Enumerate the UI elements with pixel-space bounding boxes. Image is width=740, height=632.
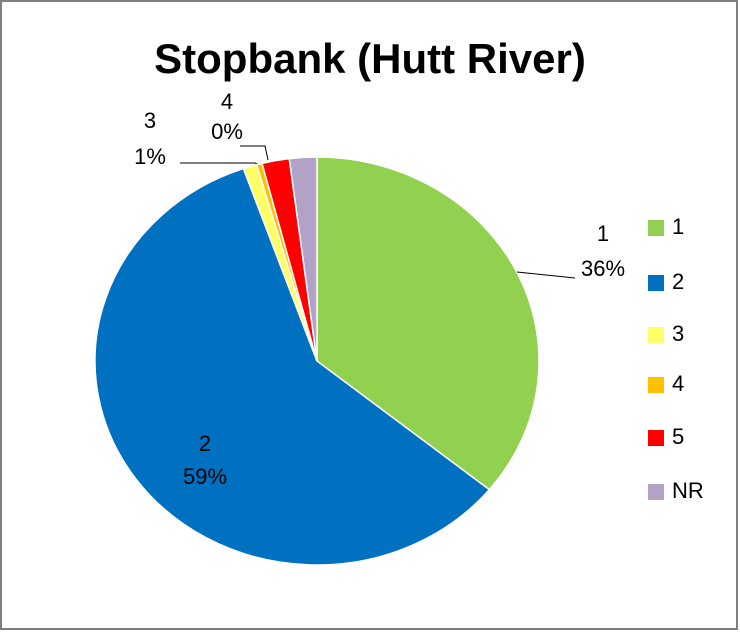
legend-label: 2 bbox=[672, 269, 684, 294]
leader-line bbox=[240, 145, 269, 161]
slice-value-label: 1% bbox=[134, 144, 166, 169]
legend-swatch bbox=[648, 377, 664, 393]
slice-value-label: 0% bbox=[211, 119, 243, 144]
legend-label: 1 bbox=[672, 214, 684, 239]
slice-category-label: 2 bbox=[199, 431, 211, 456]
legend-swatch bbox=[648, 484, 664, 500]
slice-category-label: 4 bbox=[221, 89, 233, 114]
pie-slice bbox=[316, 156, 540, 491]
legend-label: NR bbox=[672, 478, 704, 503]
legend-label: 3 bbox=[672, 321, 684, 346]
pie-slice bbox=[288, 156, 318, 362]
slice-category-label: 3 bbox=[144, 108, 156, 133]
slice-value-label: 36% bbox=[581, 256, 625, 281]
pie-slice bbox=[94, 167, 491, 566]
leader-line bbox=[516, 271, 576, 279]
slice-value-label: 59% bbox=[183, 464, 227, 489]
legend-swatch bbox=[648, 220, 664, 236]
legend-swatch bbox=[648, 327, 664, 343]
legend-label: 4 bbox=[672, 371, 684, 396]
chart-title: Stopbank (Hutt River) bbox=[154, 35, 586, 82]
legend-swatch bbox=[648, 430, 664, 446]
legend-swatch bbox=[648, 275, 664, 291]
legend-label: 5 bbox=[672, 424, 684, 449]
slice-category-label: 1 bbox=[597, 221, 609, 246]
